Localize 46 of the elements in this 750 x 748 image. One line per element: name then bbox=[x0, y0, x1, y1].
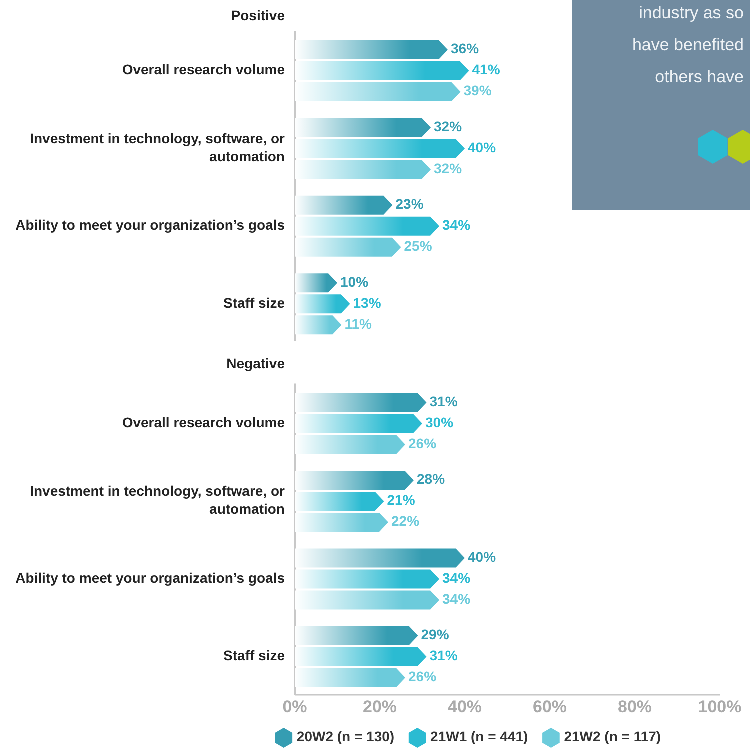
x-tick-label: 40% bbox=[448, 697, 482, 716]
y-tick-label: Ability to meet your organization’s goals bbox=[16, 217, 286, 234]
data-label: 28% bbox=[417, 471, 446, 488]
data-label: 10% bbox=[340, 274, 370, 290]
x-tick-label: 60% bbox=[532, 697, 568, 716]
text: Positive bbox=[231, 8, 286, 24]
data-label: 39% bbox=[464, 82, 492, 99]
legend-label: 20W2 (n = 130) bbox=[296, 728, 395, 745]
data-label: 34% bbox=[442, 570, 472, 586]
annotation: have benefited bbox=[632, 35, 744, 54]
x-tick-label: 0% bbox=[282, 697, 308, 716]
y-tick-label: Overall research volume bbox=[122, 62, 286, 78]
y-tick-label: Investment in technology, software, or automation bbox=[30, 483, 286, 518]
data-label: 11% bbox=[344, 316, 373, 332]
y-tick-label: Ability to meet your organization’s goals bbox=[16, 570, 286, 586]
y-tick-label: Investment in technology, software, or automation bbox=[30, 130, 286, 164]
data-label: 36% bbox=[451, 40, 480, 57]
data-label: 13% bbox=[353, 294, 382, 311]
annotation: industry as so bbox=[639, 3, 744, 22]
text: Negative bbox=[226, 356, 286, 372]
data-label: 26% bbox=[408, 436, 438, 452]
data-label: 32% bbox=[434, 118, 463, 134]
x-tick-label: 20% bbox=[362, 697, 398, 716]
data-label: 32% bbox=[434, 160, 463, 176]
data-label: 40% bbox=[468, 139, 497, 156]
y-tick-label: Staff size bbox=[224, 294, 286, 311]
data-label: 29% bbox=[421, 626, 450, 643]
data-label: 21% bbox=[387, 492, 416, 508]
data-label: 41% bbox=[472, 62, 501, 78]
data-label: 31% bbox=[430, 394, 458, 410]
y-tick-label: Overall research volume bbox=[122, 414, 286, 431]
data-label: 23% bbox=[396, 196, 424, 212]
data-label: 34% bbox=[442, 590, 472, 607]
legend-label: 21W2 (n = 117) bbox=[564, 728, 662, 745]
data-label: 26% bbox=[408, 668, 438, 685]
x-tick-label: 80% bbox=[618, 697, 652, 716]
y-tick-label: Staff size bbox=[224, 648, 286, 664]
legend-label: 21W1 (n = 441) bbox=[430, 728, 528, 745]
data-label: 34% bbox=[442, 217, 472, 234]
data-label: 40% bbox=[468, 548, 497, 565]
data-label: 30% bbox=[426, 414, 454, 431]
data-label: 22% bbox=[392, 513, 420, 530]
x-tick-label: 100% bbox=[698, 697, 742, 716]
data-label: 31% bbox=[430, 648, 458, 664]
data-label: 25% bbox=[404, 238, 433, 254]
annotation: others have bbox=[655, 67, 744, 86]
